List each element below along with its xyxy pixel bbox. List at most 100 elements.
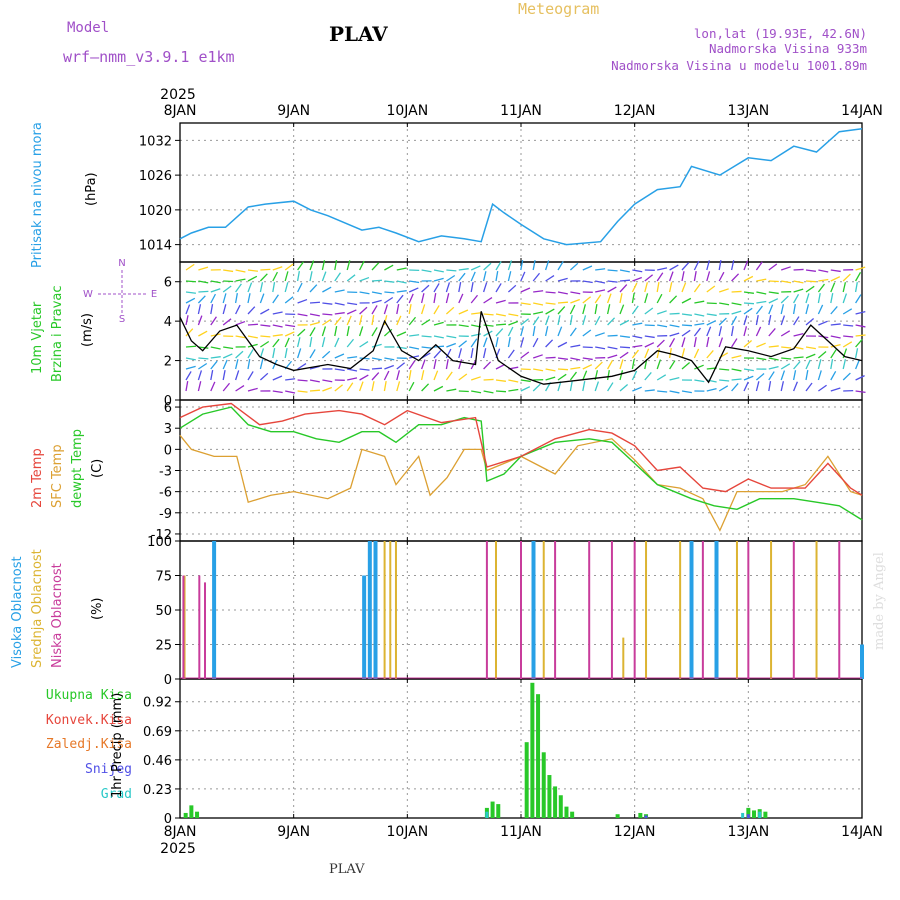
wind-arrow	[445, 371, 453, 381]
pressure-frame	[179, 122, 863, 263]
bottom-station-label: PLAV	[329, 862, 365, 877]
wind-arrow	[706, 302, 717, 305]
wind-arrow	[358, 381, 364, 392]
wind-arrow	[805, 304, 810, 315]
wind-arrow	[842, 293, 848, 304]
wind-arrow	[569, 381, 573, 392]
wind-arrow	[607, 359, 614, 370]
wind-arrow	[768, 371, 775, 381]
wind-arrow	[520, 287, 531, 293]
low-cloud-bar	[610, 541, 613, 679]
wind-arrow	[470, 338, 478, 348]
wind-arrow	[235, 269, 246, 273]
wind-arrow	[470, 376, 481, 381]
wind-arrow	[247, 371, 254, 381]
meteogram-label: Meteogram	[518, 0, 600, 18]
wind-arrow	[533, 302, 544, 306]
wind-arrow	[247, 359, 251, 370]
wind-arrow	[384, 364, 394, 370]
top-date-label: 9JAN	[277, 103, 310, 119]
wind-arrow	[557, 306, 566, 315]
compass-label: W	[83, 289, 93, 300]
wind-arrow	[657, 324, 668, 328]
precip-frame	[179, 678, 863, 819]
wind-arrow	[693, 283, 701, 293]
wind-arrow	[470, 265, 481, 271]
wind-arrow	[321, 350, 331, 359]
wind-arrow	[198, 346, 209, 349]
wind-arrow	[334, 260, 338, 271]
wind-arrow	[520, 386, 531, 392]
wind-arrow	[210, 293, 217, 304]
wind-arrow	[272, 334, 283, 337]
wind-arrow	[371, 367, 383, 370]
wind-arrow	[458, 293, 464, 304]
wind-arrow	[396, 362, 406, 370]
wind-arrow	[619, 319, 630, 326]
bottom-date-label: 9JAN	[277, 824, 310, 840]
wind-ytick-label: 2	[164, 355, 172, 370]
wind-arrow	[334, 384, 344, 392]
wind-arrow	[520, 337, 525, 348]
wind-arrow	[284, 337, 290, 348]
wind-arrow	[669, 264, 679, 271]
total-rain-bar	[189, 805, 194, 818]
wind-arrow	[570, 298, 580, 304]
wind-arrow	[582, 346, 593, 349]
wind-arrow	[545, 339, 554, 348]
wind-arrow	[297, 379, 308, 382]
wind-arrow	[569, 327, 577, 337]
wind-arrow	[718, 326, 723, 337]
wind-arrow	[781, 346, 792, 349]
wind-arrow	[198, 357, 209, 360]
wind-arrow	[371, 262, 380, 271]
wind-arrow	[508, 379, 519, 383]
wind-arrow	[409, 346, 420, 350]
bottom-year-label: 2025	[160, 841, 196, 857]
wind-arrow	[359, 374, 369, 381]
wind-arrow	[830, 344, 841, 348]
precip-ytick-label: 0.23	[143, 783, 172, 798]
wind-arrow	[594, 294, 602, 304]
wind-arrow	[582, 370, 588, 381]
wind-arrow	[805, 285, 815, 293]
wind-arrow	[495, 283, 502, 293]
high-cloud-bar	[714, 541, 719, 679]
wind-arrow	[817, 359, 822, 370]
wind-arrow	[458, 282, 462, 293]
wind-arrow	[222, 370, 226, 381]
wind-arrow	[322, 302, 333, 305]
wind-arrow	[768, 357, 779, 361]
wind-arrow	[210, 370, 214, 381]
wind-arrow	[198, 266, 209, 271]
wind-arrow	[818, 320, 828, 326]
wind-arrow	[445, 293, 450, 304]
wind-arrow	[681, 313, 692, 316]
wind-arrow	[718, 271, 725, 282]
wind-arrow	[743, 326, 748, 337]
wind-arrow	[482, 348, 487, 359]
wind-arrow	[817, 370, 822, 381]
wind-arrow	[780, 370, 786, 381]
wind-arrow	[631, 349, 639, 359]
wind-ytick-label: 4	[164, 315, 172, 330]
wind-arrow	[693, 337, 697, 348]
wind-arrow	[185, 381, 189, 392]
bottom-date-label: 13JAN	[727, 824, 769, 840]
wind-arrow	[681, 337, 686, 348]
wind-arrow	[285, 390, 296, 394]
wind-arrow	[780, 363, 791, 370]
wind-arrow	[607, 346, 618, 350]
wind-arrow	[421, 319, 431, 326]
wind-arrow	[842, 359, 847, 370]
wind-arrow	[507, 337, 511, 348]
wind-arrow	[569, 262, 579, 271]
wind-arrow	[359, 306, 368, 315]
wind-arrow	[483, 390, 494, 394]
wind-arrow	[582, 265, 593, 271]
wind-arrow	[222, 293, 227, 304]
wind-arrow	[322, 379, 333, 383]
wind-arrow	[334, 272, 341, 282]
wind-arrow	[694, 300, 705, 304]
wind-arrow	[557, 291, 568, 295]
